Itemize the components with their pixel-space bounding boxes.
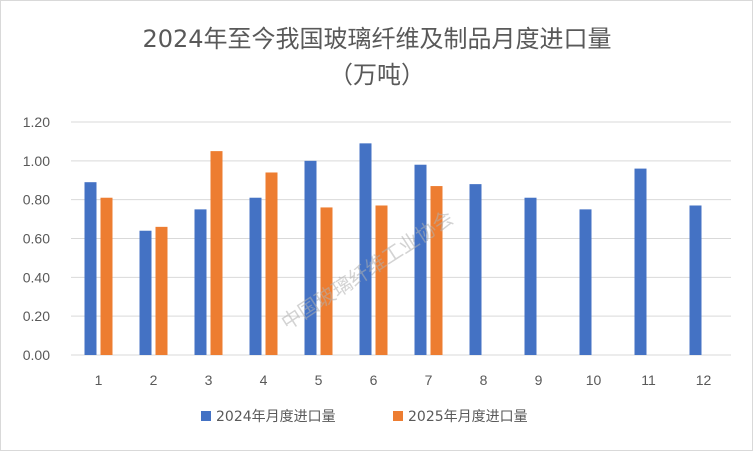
gridlines: [71, 121, 731, 356]
bar-series1: [634, 168, 647, 355]
bar-series2: [320, 207, 333, 355]
bar-series1: [304, 160, 317, 355]
bar-series1: [84, 182, 97, 355]
bar-series1: [249, 197, 262, 355]
x-tick-label: 7: [425, 372, 433, 388]
bar-series1: [469, 184, 482, 355]
bar-series1: [139, 230, 152, 355]
bar-series2: [100, 197, 113, 355]
legend-swatch: [393, 411, 403, 421]
y-axis-ticks: 0.00 0.20 0.40 0.60 0.80 1.00 1.20: [23, 114, 50, 363]
bar-series1: [194, 209, 207, 355]
x-tick-label: 9: [535, 372, 543, 388]
x-axis-ticks: 1 2 3 4 5 6 7 8 9 10 11 12: [95, 372, 712, 388]
x-tick-label: 4: [260, 372, 268, 388]
y-tick-label: 0.40: [23, 269, 50, 285]
x-tick-label: 6: [370, 372, 378, 388]
bar-series1: [689, 205, 702, 355]
bar-series2: [210, 151, 223, 355]
x-tick-label: 2: [150, 372, 158, 388]
x-tick-label: 8: [480, 372, 488, 388]
x-tick-label: 12: [696, 372, 712, 388]
bar-series2: [155, 226, 168, 355]
bar-series1: [524, 197, 537, 355]
y-tick-label: 0.60: [23, 231, 50, 247]
bar-series1: [414, 164, 427, 355]
bar-series1: [359, 143, 372, 355]
y-tick-label: 0.80: [23, 192, 50, 208]
x-tick-label: 1: [95, 372, 103, 388]
bar-series2: [430, 186, 443, 355]
x-tick-label: 10: [586, 372, 602, 388]
legend-label: 2025年月度进口量: [408, 409, 528, 425]
x-tick-label: 11: [641, 372, 656, 388]
bar-series1: [579, 209, 592, 355]
bar-series2: [265, 172, 278, 355]
x-tick-label: 5: [315, 372, 323, 388]
legend: 2024年月度进口量 2025年月度进口量: [201, 409, 528, 425]
y-tick-label: 0.20: [23, 308, 50, 324]
y-tick-label: 1.20: [23, 114, 50, 130]
chart-title: 2024年至今我国玻璃纤维及制品月度进口量: [142, 25, 611, 53]
x-tick-label: 3: [205, 372, 213, 388]
bar-series2: [375, 205, 388, 355]
bars: [84, 143, 702, 355]
legend-label: 2024年月度进口量: [216, 409, 336, 425]
y-tick-label: 1.00: [23, 153, 50, 169]
y-tick-label: 0.00: [23, 347, 50, 363]
chart-subtitle: （万吨）: [329, 61, 425, 89]
legend-swatch: [201, 411, 211, 421]
